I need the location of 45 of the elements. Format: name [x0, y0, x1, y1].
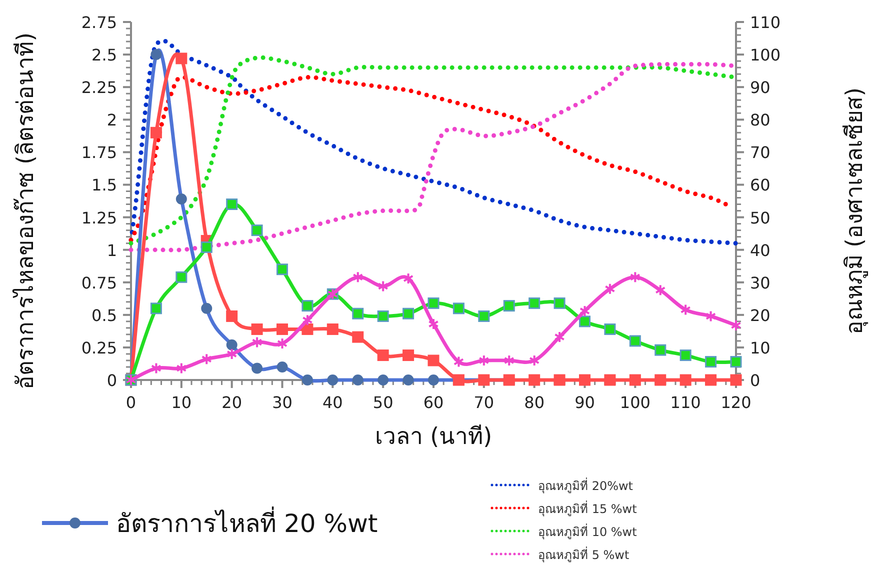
x-tick-label: 120 [720, 393, 752, 412]
legend-label: อุณหภูมิที่ 20%wt [538, 477, 634, 494]
y2-tick-label: 90 [750, 78, 770, 98]
legend-label: อุณหภูมิที่ 15 %wt [538, 500, 638, 517]
y-tick-label: 0.75 [81, 273, 117, 292]
y-tick-label: 1.5 [92, 176, 117, 195]
x-tick-label: 40 [322, 393, 343, 412]
y2-tick-label: 20 [750, 306, 770, 325]
x-tick-label: 10 [171, 393, 192, 412]
y-tick-label: 0.25 [81, 338, 117, 358]
x-axis-title: เวลา (นาที) [374, 424, 492, 450]
y-tick-label: 1.75 [81, 143, 117, 162]
y2-tick-label: 10 [750, 338, 770, 358]
x-tick-label: 60 [423, 393, 444, 412]
x-tick-label: 100 [620, 393, 650, 412]
y2-tick-label: 100 [750, 46, 781, 65]
y-tick-label: 2.25 [81, 78, 117, 98]
y2-axis-title: อุณหภูมิ (องศาเซลเซียส) [842, 87, 868, 335]
y-axis-title: อัตราการไหลของก๊าซ (ลิตรต่อนาที) [12, 32, 39, 390]
x-tick-label: 70 [474, 393, 494, 412]
y-tick-label: 0.5 [92, 306, 117, 325]
x-tick-label: 50 [372, 393, 394, 412]
legend-label: อัตราการไหลที่ 20 %wt [116, 506, 378, 538]
y2-tick-label: 0 [750, 371, 760, 390]
y-tick-label: 1.25 [81, 208, 117, 228]
x-tick-label: 30 [272, 393, 292, 412]
x-tick-label: 110 [670, 393, 701, 412]
legend-label: อุณหภูมิที่ 10 %wt [538, 523, 638, 540]
y2-tick-label: 40 [750, 240, 770, 260]
y2-tick-label: 60 [750, 176, 770, 195]
legend-label: อุณหภูมิที่ 5 %wt [538, 546, 630, 563]
x-tick-label: 80 [524, 393, 545, 412]
x-tick-label: 20 [222, 393, 242, 412]
y2-tick-label: 80 [750, 110, 770, 130]
x-tick-label: 0 [126, 393, 136, 412]
y-tick-label: 0 [106, 371, 117, 390]
y2-tick-label: 110 [750, 13, 781, 32]
x-tick-label: 90 [574, 393, 595, 412]
y-tick-label: 2.75 [81, 13, 117, 32]
y2-tick-label: 50 [750, 208, 770, 228]
y-tick-label: 2 [106, 110, 117, 130]
y2-tick-label: 70 [750, 143, 770, 162]
y-tick-label: 1 [106, 240, 117, 260]
y-tick-label: 2.5 [92, 46, 117, 65]
y2-tick-label: 30 [750, 273, 770, 292]
